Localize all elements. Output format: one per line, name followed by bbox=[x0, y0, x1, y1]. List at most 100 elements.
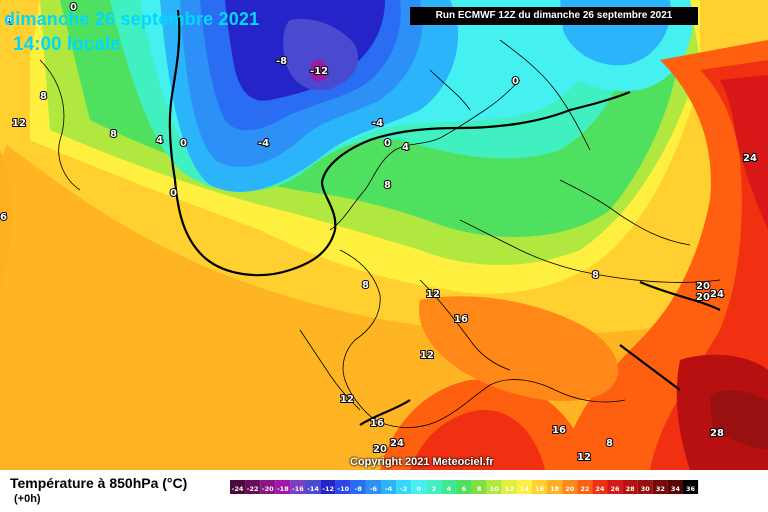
scale-swatch bbox=[562, 480, 578, 494]
scale-swatch bbox=[532, 480, 548, 494]
copyright-text: Copyright 2021 Meteociel.fr bbox=[350, 456, 494, 468]
map-label: 4 bbox=[402, 142, 409, 153]
map-label: 8 bbox=[606, 438, 613, 449]
scale-tick-label: 28 bbox=[626, 485, 636, 493]
map-label: 0 bbox=[170, 188, 177, 199]
map-label: 20 bbox=[373, 444, 387, 455]
map-label: 24 bbox=[710, 289, 724, 300]
map-label: 12 bbox=[577, 452, 591, 463]
scale-swatch bbox=[260, 480, 276, 494]
temperature-map: -12 -8 -4 -4 0 0 0 0 4 4 8 8 8 8 8 8 12 … bbox=[0, 0, 768, 470]
scale-tick-label: -8 bbox=[355, 485, 363, 493]
isotherm-labels: -12 -8 -4 -4 0 0 0 0 4 4 8 8 8 8 8 8 12 … bbox=[0, 1, 758, 464]
scale-tick-label: -12 bbox=[322, 485, 334, 493]
scale-tick-label: -14 bbox=[307, 485, 319, 493]
map-label: -4 bbox=[372, 118, 383, 129]
scale-tick-label: 20 bbox=[565, 485, 575, 493]
map-label: 4 bbox=[156, 135, 163, 146]
scale-tick-label: 2 bbox=[432, 485, 437, 493]
scale-swatch bbox=[683, 480, 699, 494]
map-label: 28 bbox=[710, 428, 724, 439]
scale-tick-label: -10 bbox=[337, 485, 349, 493]
scale-tick-label: 10 bbox=[490, 485, 500, 493]
scale-swatch bbox=[637, 480, 653, 494]
forecast-date: dimanche 26 septembre 2021 bbox=[4, 9, 260, 29]
map-label: 8 bbox=[110, 129, 117, 140]
scale-tick-label: 22 bbox=[580, 485, 589, 493]
scale-tick-label: 12 bbox=[505, 485, 514, 493]
scale-swatch bbox=[441, 480, 457, 494]
scale-tick-label: 24 bbox=[595, 485, 605, 493]
scale-tick-label: 30 bbox=[641, 485, 651, 493]
scale-swatch bbox=[411, 480, 427, 494]
scale-tick-label: 16 bbox=[535, 485, 545, 493]
scale-tick-label: -2 bbox=[400, 485, 407, 493]
scale-tick-label: 32 bbox=[656, 485, 665, 493]
map-label: -12 bbox=[310, 66, 328, 77]
map-label: 24 bbox=[390, 438, 404, 449]
scale-tick-label: 34 bbox=[671, 485, 681, 493]
color-scale-legend: -24 -22 -20 -18 -16 -14 -12 -10 -8 -6 -4 -2 0 2 4 6 8 10 1… bbox=[230, 480, 699, 494]
map-label: 8 bbox=[592, 270, 599, 281]
scale-swatch bbox=[577, 480, 593, 494]
scale-tick-label: -4 bbox=[385, 485, 393, 493]
scale-swatch bbox=[471, 480, 487, 494]
scale-tick-label: -22 bbox=[247, 485, 259, 493]
scale-swatch bbox=[426, 480, 442, 494]
map-label: 12 bbox=[420, 350, 434, 361]
map-label: -8 bbox=[276, 56, 287, 67]
scale-tick-label: 26 bbox=[611, 485, 621, 493]
legend-title: Température à 850hPa (°C) bbox=[10, 475, 188, 491]
scale-swatch bbox=[245, 480, 261, 494]
legend-subtitle: (+0h) bbox=[14, 493, 41, 505]
map-label: 12 bbox=[12, 118, 26, 129]
map-label: 8 bbox=[362, 280, 369, 291]
map-label: 6 bbox=[0, 212, 7, 223]
scale-swatch bbox=[592, 480, 608, 494]
scale-swatch bbox=[230, 480, 246, 494]
scale-tick-label: 18 bbox=[550, 485, 560, 493]
scale-tick-label: -24 bbox=[232, 485, 244, 493]
scale-tick-label: -20 bbox=[262, 485, 274, 493]
scale-swatch bbox=[486, 480, 502, 494]
scale-swatch bbox=[381, 480, 397, 494]
scale-swatch bbox=[275, 480, 291, 494]
map-label: -4 bbox=[258, 138, 269, 149]
scale-swatch bbox=[501, 480, 517, 494]
scale-swatch bbox=[396, 480, 412, 494]
scale-tick-label: 4 bbox=[447, 485, 452, 493]
map-graphic: -12 -8 -4 -4 0 0 0 0 4 4 8 8 8 8 8 8 12 … bbox=[0, 0, 768, 470]
scale-tick-label: 14 bbox=[520, 485, 530, 493]
scale-tick-label: 36 bbox=[686, 485, 696, 493]
scale-swatch bbox=[350, 480, 366, 494]
map-label: 16 bbox=[454, 314, 468, 325]
map-label: 8 bbox=[6, 16, 13, 27]
scale-swatch bbox=[652, 480, 668, 494]
scale-swatch bbox=[456, 480, 472, 494]
model-run-banner: Run ECMWF 12Z du dimanche 26 septembre 2… bbox=[410, 7, 698, 25]
map-label: 12 bbox=[426, 289, 440, 300]
scale-swatch bbox=[320, 480, 336, 494]
scale-tick-label: -16 bbox=[292, 485, 304, 493]
scale-swatch bbox=[667, 480, 683, 494]
map-label: 0 bbox=[180, 138, 187, 149]
map-label: 24 bbox=[743, 153, 757, 164]
scale-swatch bbox=[305, 480, 321, 494]
map-label: 20 bbox=[696, 292, 710, 303]
scale-swatch bbox=[365, 480, 381, 494]
isotherms bbox=[168, 9, 721, 426]
scale-tick-label: -6 bbox=[370, 485, 378, 493]
scale-tick-label: -18 bbox=[277, 485, 289, 493]
map-label: 8 bbox=[40, 91, 47, 102]
map-label: 16 bbox=[370, 418, 384, 429]
map-label: 8 bbox=[384, 180, 391, 191]
scale-tick-label: 0 bbox=[416, 485, 421, 493]
map-label: 0 bbox=[384, 138, 391, 149]
forecast-time: 14:00 locale bbox=[13, 34, 121, 55]
scale-tick-label: 8 bbox=[477, 485, 482, 493]
map-label: 16 bbox=[552, 425, 566, 436]
map-label: 0 bbox=[70, 2, 77, 13]
scale-swatch bbox=[516, 480, 532, 494]
scale-swatch bbox=[607, 480, 623, 494]
